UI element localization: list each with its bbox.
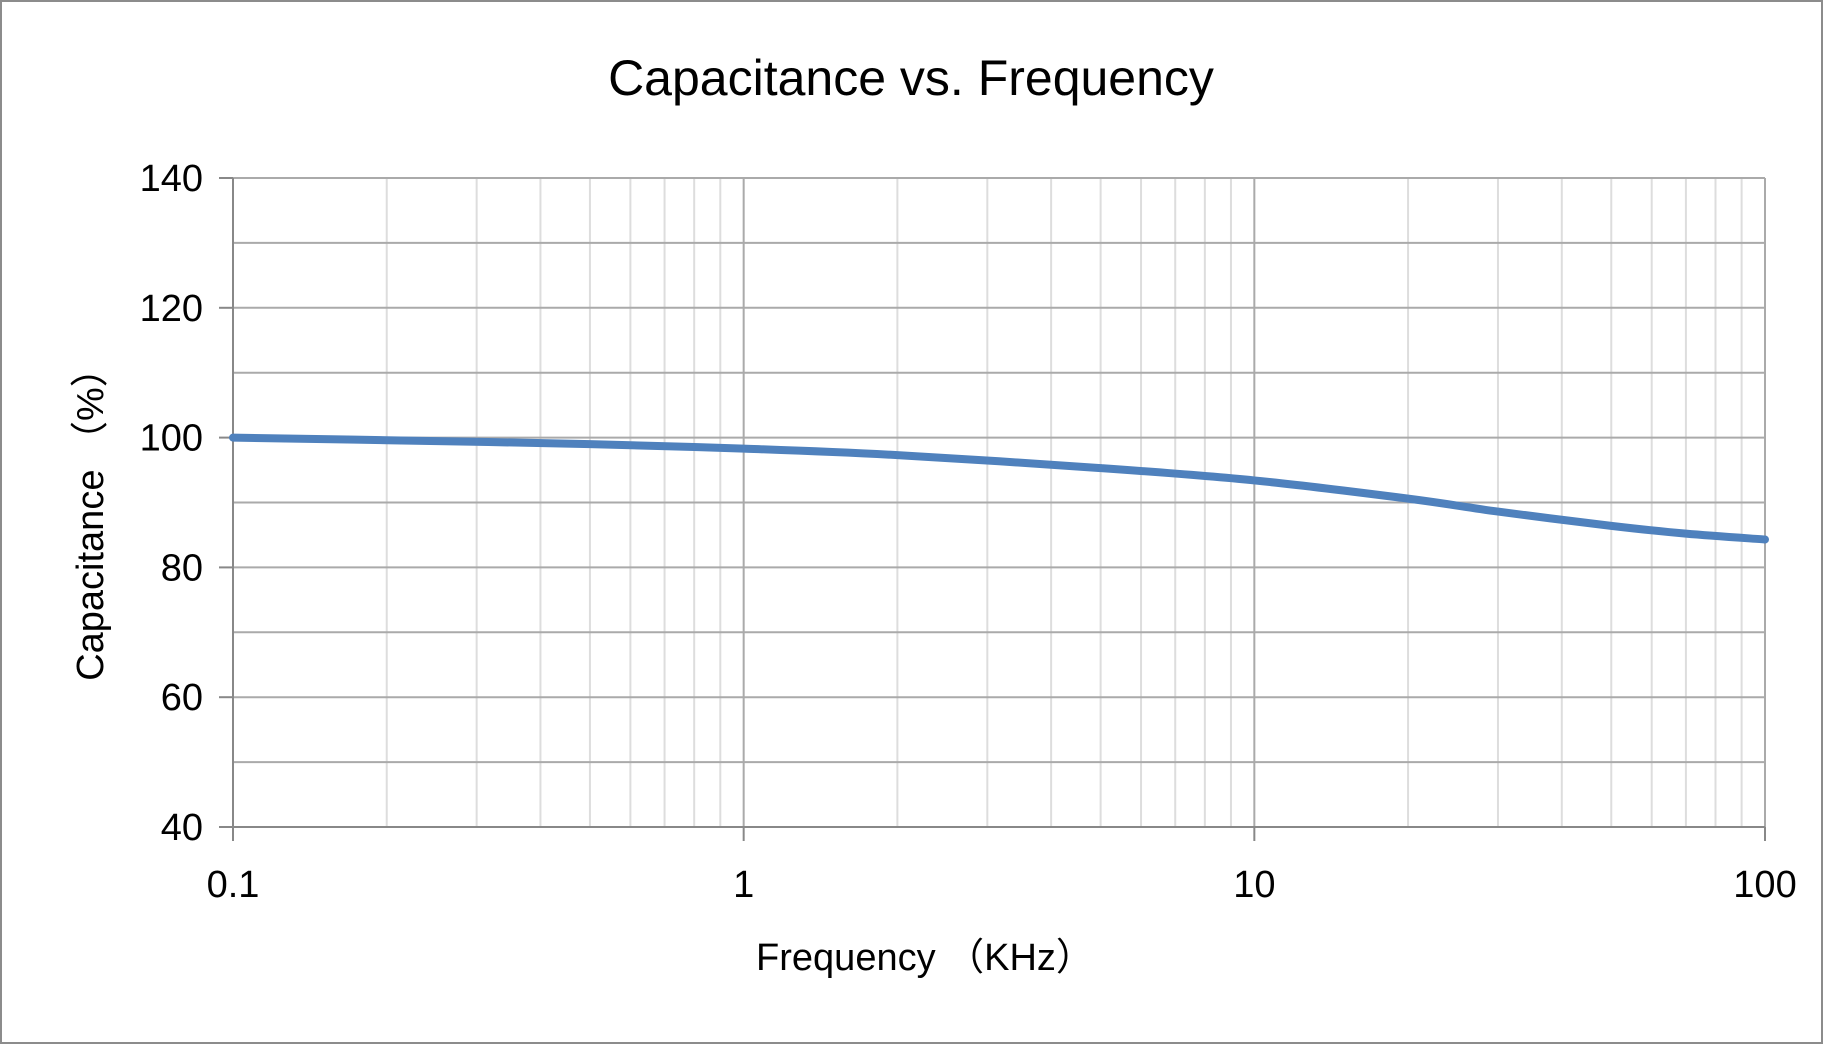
grid-minor (233, 178, 1765, 827)
y-tick-label: 100 (140, 418, 203, 460)
y-tick-label: 40 (161, 807, 203, 849)
x-tick-label: 10 (1233, 864, 1275, 906)
x-axis-title: Frequency （KHz） (756, 937, 1094, 979)
y-tick-label: 60 (161, 677, 203, 719)
chart-title: Capacitance vs. Frequency (608, 50, 1214, 106)
axes (219, 177, 1766, 841)
series-layer (229, 433, 1769, 544)
series-line (229, 433, 1769, 544)
y-tick-label: 140 (140, 158, 203, 200)
x-tick-label: 100 (1733, 864, 1796, 906)
x-tick-label: 1 (733, 864, 754, 906)
y-axis-title: Capacitance （%） (70, 349, 112, 681)
x-tick-labels: 0.1 1 10 100 (207, 864, 1797, 906)
y-tick-label: 120 (140, 288, 203, 330)
y-tick-labels: 40 60 80 100 120 140 (140, 158, 203, 849)
x-tick-label: 0.1 (207, 864, 260, 906)
y-tick-label: 80 (161, 547, 203, 589)
